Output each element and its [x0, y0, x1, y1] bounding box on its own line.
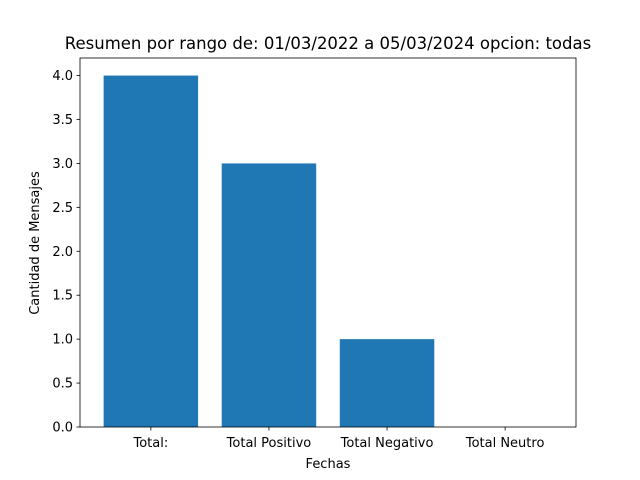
plot-area: 0.0 0.5 1.0 1.5 2.0 2.5 3.0 3.5 4.0 Total: Total P…	[52, 57, 577, 451]
x-axis-label: Fechas	[306, 457, 351, 472]
y-tick-label-0: 0.0	[52, 421, 73, 436]
x-tick-label-0: Total:	[132, 436, 168, 451]
y-tick-label-3: 1.5	[52, 289, 73, 304]
y-axis-label: Cantidad de Mensajes	[28, 171, 43, 315]
bar-2	[339, 339, 435, 427]
y-tick-label-6: 3.0	[52, 157, 73, 172]
y-tick-label-5: 2.5	[52, 201, 73, 216]
bar-1	[221, 163, 317, 427]
y-tick-label-4: 2.0	[52, 245, 73, 260]
x-tick-label-3: Total Neutro	[465, 436, 545, 451]
x-tick-label-2: Total Negativo	[340, 436, 434, 451]
y-tick-label-2: 1.0	[52, 333, 73, 348]
y-tick-label-1: 0.5	[52, 377, 73, 392]
chart-title: Resumen por rango de: 01/03/2022 a 05/03…	[65, 34, 591, 53]
y-tick-label-7: 3.5	[52, 113, 73, 128]
axes-frame	[79, 57, 577, 428]
bar-0	[103, 75, 199, 428]
y-tick-label-8: 4.0	[52, 69, 73, 84]
x-tick-label-1: Total Positivo	[226, 436, 312, 451]
